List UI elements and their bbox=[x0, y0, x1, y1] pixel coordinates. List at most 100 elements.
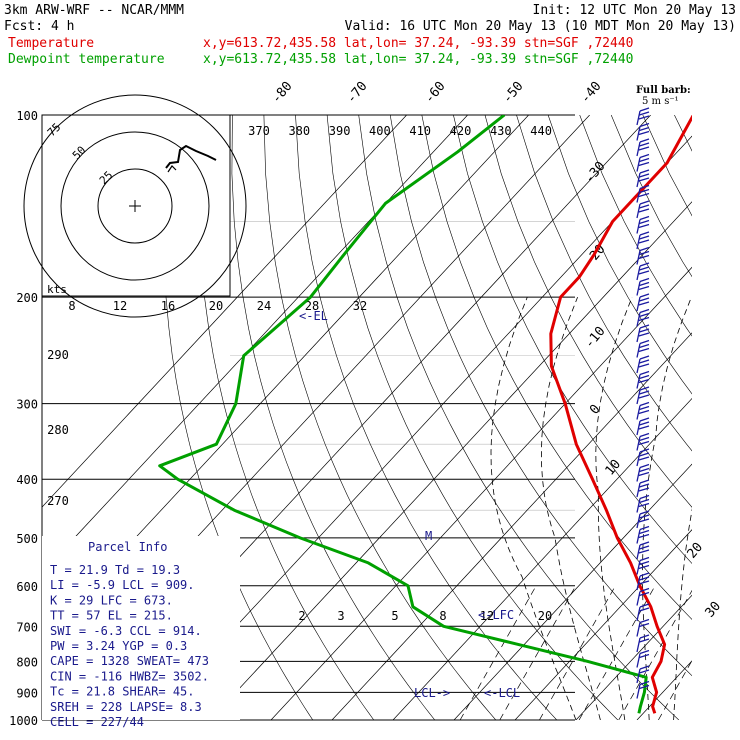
wind-barb-staff bbox=[636, 684, 641, 699]
wind-barb-flag bbox=[639, 235, 650, 240]
isotherm-label: 30 bbox=[703, 599, 725, 621]
wind-barb-flag bbox=[638, 347, 650, 353]
wind-barb-staff bbox=[636, 467, 641, 482]
wind-barb-flag bbox=[639, 618, 650, 624]
full-barb-value: 5 m s⁻¹ bbox=[642, 96, 679, 107]
wind-barb-staff bbox=[636, 405, 641, 420]
wind-barb-flag bbox=[639, 405, 650, 411]
isotherm bbox=[514, 529, 692, 720]
wind-barb-staff bbox=[636, 637, 641, 653]
isotherm bbox=[575, 594, 692, 720]
moist-adiabat bbox=[673, 508, 692, 720]
pressure-tick-500: 500 bbox=[16, 532, 38, 546]
wind-barb-flag bbox=[639, 649, 650, 655]
wind-barb-flag bbox=[639, 204, 650, 209]
wind-barb-flag bbox=[638, 239, 650, 244]
wind-barb-staff bbox=[636, 343, 641, 358]
wind-barb-flag bbox=[639, 200, 650, 205]
isotherm-label: -80 bbox=[269, 79, 296, 107]
wind-barb-flag bbox=[638, 425, 650, 430]
mixing-ratio-label: 5 bbox=[391, 609, 398, 623]
hodograph-trace bbox=[165, 144, 217, 169]
wind-barb-flag bbox=[639, 107, 650, 112]
parcel-title: Parcel Info bbox=[88, 540, 167, 554]
dry-adiabat bbox=[197, 115, 375, 720]
isotherm bbox=[331, 332, 692, 720]
theta-label: 440 bbox=[530, 124, 552, 138]
wind-barb-flag bbox=[638, 270, 650, 275]
isotherm bbox=[42, 115, 407, 508]
wind-barb-staff bbox=[636, 203, 641, 219]
parcel-row: LI = -5.9 LCL = 909. bbox=[50, 578, 195, 592]
wind-barb-staff bbox=[636, 265, 641, 281]
wind-barb-flag bbox=[639, 479, 650, 484]
isotherm-label: -10 bbox=[582, 324, 609, 352]
mixing-ratio-label: 20 bbox=[538, 609, 552, 623]
wind-barb-flag bbox=[638, 549, 650, 554]
parcel-row: CIN = -116 HWBZ= 3502. bbox=[50, 669, 209, 683]
wind-barb-flag bbox=[638, 285, 650, 291]
wind-barb-staff bbox=[636, 529, 641, 544]
moist-adiabat bbox=[595, 296, 633, 720]
wind-barb-flag bbox=[639, 684, 650, 690]
wind-barb-flag bbox=[639, 374, 650, 380]
thermo-grid bbox=[42, 115, 692, 720]
mixing-ratio-line bbox=[578, 585, 656, 720]
pressure-tick-100: 100 bbox=[16, 109, 38, 123]
wind-barb-flag bbox=[638, 502, 650, 508]
dewpoint-curve bbox=[158, 115, 648, 714]
wind-barb-staff bbox=[636, 498, 641, 513]
wind-barb-flag bbox=[639, 587, 650, 593]
isotherm-label: 20 bbox=[685, 540, 707, 562]
level-markers: <-EL <-LFC LCL-> <-LCL M bbox=[299, 309, 520, 700]
parcel-row: CELL = 227/44 bbox=[50, 715, 144, 729]
mixing-ratio-line bbox=[539, 585, 616, 720]
wind-barb-staff bbox=[636, 420, 641, 436]
wind-barb-flag bbox=[639, 153, 650, 159]
sounding-curves bbox=[158, 115, 692, 714]
wind-barb-flag bbox=[638, 208, 650, 213]
theta-left-label: 280 bbox=[47, 423, 69, 437]
wind-barb-staff bbox=[636, 544, 641, 560]
isotherm-label: -60 bbox=[422, 79, 449, 107]
mixing-ratio-label: 12 bbox=[480, 609, 494, 623]
wind-barb-flag bbox=[639, 591, 650, 597]
wind-barb-flag bbox=[639, 308, 650, 314]
wind-barb-flag bbox=[639, 188, 650, 194]
wind-barb-flag bbox=[638, 440, 650, 446]
pressure-tick-700: 700 bbox=[16, 620, 38, 634]
legend-temperature: Temperature bbox=[8, 36, 94, 51]
wind-barb-flag bbox=[639, 355, 650, 360]
theta-label: 400 bbox=[369, 124, 391, 138]
wind-barb-flag bbox=[638, 177, 650, 182]
wind-barb-staff bbox=[636, 172, 641, 188]
wind-barb-staff bbox=[636, 436, 641, 451]
wind-barb-staff bbox=[636, 141, 641, 157]
wind-barb-staff bbox=[636, 327, 641, 343]
pressure-tick-200: 200 bbox=[16, 291, 38, 305]
wind-barb-flag bbox=[639, 293, 650, 298]
theta-left-label: 290 bbox=[47, 348, 69, 362]
wind-barb-staff bbox=[636, 575, 641, 591]
wind-barb-flag bbox=[639, 498, 650, 504]
dry-adiabat bbox=[295, 115, 558, 720]
wind-barb-staff bbox=[636, 560, 641, 575]
wind-barb-flag bbox=[639, 448, 650, 453]
dry-adiabat bbox=[610, 115, 692, 278]
wind-barb-flag bbox=[639, 157, 650, 163]
dry-adiabat bbox=[263, 115, 497, 720]
init-time: Init: 12 UTC Mon 20 May 13 bbox=[533, 3, 737, 18]
dry-adiabat bbox=[358, 115, 680, 720]
wind-barb-flag bbox=[639, 463, 650, 469]
parcel-row: T = 21.9 Td = 19.3 bbox=[50, 563, 180, 577]
pressure-tick-900: 900 bbox=[16, 686, 38, 700]
lcl-left-label: LCL-> bbox=[414, 686, 450, 700]
wind-barb-flag bbox=[639, 328, 650, 333]
wind-barb-flag bbox=[638, 223, 650, 229]
wind-barb-flag bbox=[638, 580, 650, 585]
theta-left-label: 270 bbox=[47, 494, 69, 508]
moist-adiabat bbox=[490, 296, 577, 720]
mixing-ratio-line bbox=[618, 589, 692, 720]
wind-barb-flag bbox=[639, 421, 650, 426]
